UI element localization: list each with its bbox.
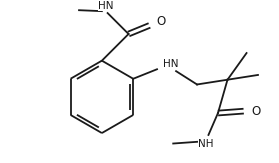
Text: NH: NH bbox=[198, 139, 213, 148]
Text: O: O bbox=[156, 15, 165, 28]
Text: HN: HN bbox=[163, 59, 178, 68]
Text: O: O bbox=[251, 105, 261, 118]
Text: HN: HN bbox=[98, 1, 114, 11]
